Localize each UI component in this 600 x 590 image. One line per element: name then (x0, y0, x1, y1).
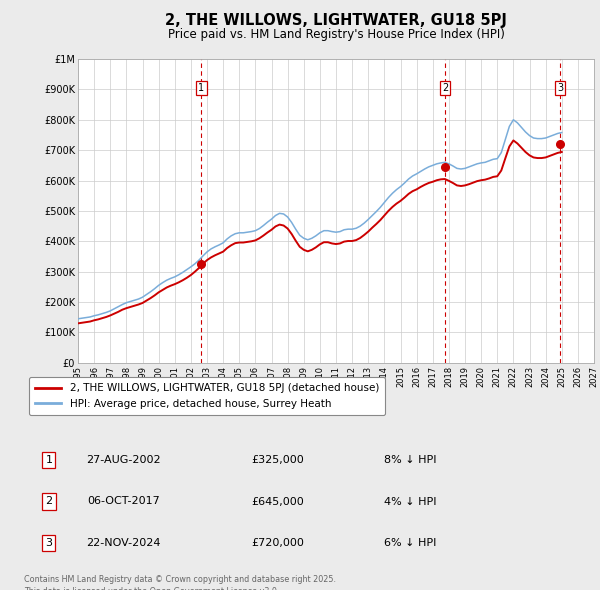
Text: 27-AUG-2002: 27-AUG-2002 (86, 455, 161, 465)
Text: Price paid vs. HM Land Registry's House Price Index (HPI): Price paid vs. HM Land Registry's House … (167, 28, 505, 41)
Text: 4% ↓ HPI: 4% ↓ HPI (384, 497, 437, 506)
Text: 8% ↓ HPI: 8% ↓ HPI (384, 455, 437, 465)
Text: 6% ↓ HPI: 6% ↓ HPI (384, 538, 437, 548)
Text: 06-OCT-2017: 06-OCT-2017 (87, 497, 160, 506)
Text: £325,000: £325,000 (251, 455, 304, 465)
Text: £720,000: £720,000 (251, 538, 304, 548)
Text: 2, THE WILLOWS, LIGHTWATER, GU18 5PJ: 2, THE WILLOWS, LIGHTWATER, GU18 5PJ (165, 13, 507, 28)
Text: 1: 1 (198, 83, 205, 93)
Text: 3: 3 (46, 538, 52, 548)
Text: 2: 2 (442, 83, 448, 93)
Text: 3: 3 (557, 83, 563, 93)
Text: 1: 1 (46, 455, 52, 465)
Text: £645,000: £645,000 (251, 497, 304, 506)
Text: 22-NOV-2024: 22-NOV-2024 (86, 538, 161, 548)
Legend: 2, THE WILLOWS, LIGHTWATER, GU18 5PJ (detached house), HPI: Average price, detac: 2, THE WILLOWS, LIGHTWATER, GU18 5PJ (de… (29, 377, 385, 415)
Text: Contains HM Land Registry data © Crown copyright and database right 2025.
This d: Contains HM Land Registry data © Crown c… (24, 575, 336, 590)
Text: 2: 2 (45, 497, 52, 506)
